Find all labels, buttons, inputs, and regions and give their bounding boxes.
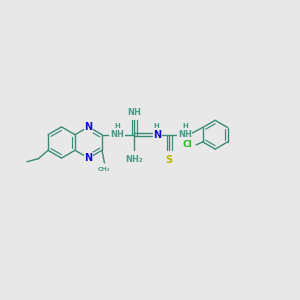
- Text: NH: NH: [127, 108, 141, 117]
- Text: NH: NH: [178, 130, 192, 139]
- Text: H: H: [114, 123, 120, 129]
- Text: NH₂: NH₂: [126, 155, 143, 164]
- Text: H: H: [182, 123, 188, 129]
- Text: Cl: Cl: [183, 140, 193, 149]
- Text: NH: NH: [110, 130, 124, 139]
- Text: S: S: [166, 155, 173, 165]
- Text: N: N: [85, 122, 93, 132]
- Text: CH₃: CH₃: [98, 167, 111, 172]
- Text: H: H: [153, 123, 159, 129]
- Text: N: N: [153, 130, 161, 140]
- Text: N: N: [85, 153, 93, 163]
